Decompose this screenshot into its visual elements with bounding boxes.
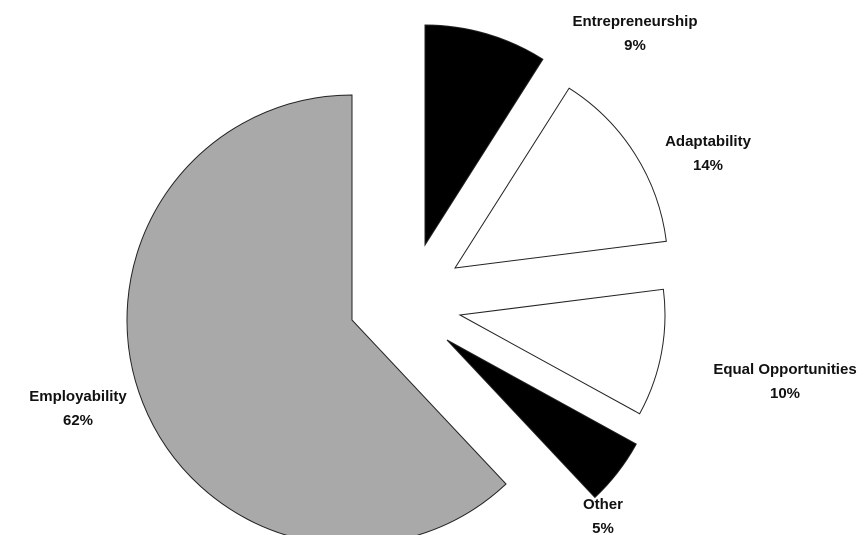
pie-slice <box>458 288 666 415</box>
slice-value-label: 9% <box>624 37 646 54</box>
slice-value-label: 10% <box>770 385 800 402</box>
pie-slice <box>424 24 544 247</box>
slice-label: Entrepreneurship <box>572 13 697 30</box>
slice-value-label: 62% <box>63 412 93 429</box>
slice-label: Other <box>583 496 623 513</box>
slice-value-label: 14% <box>693 157 723 174</box>
pie-slice <box>446 339 637 499</box>
pie-slice <box>126 94 507 535</box>
pie-slice <box>454 87 667 269</box>
slice-label: Equal Opportunities <box>713 361 856 378</box>
slice-label: Adaptability <box>665 133 751 150</box>
slice-value-label: 5% <box>592 520 614 535</box>
slice-label: Employability <box>29 388 127 405</box>
